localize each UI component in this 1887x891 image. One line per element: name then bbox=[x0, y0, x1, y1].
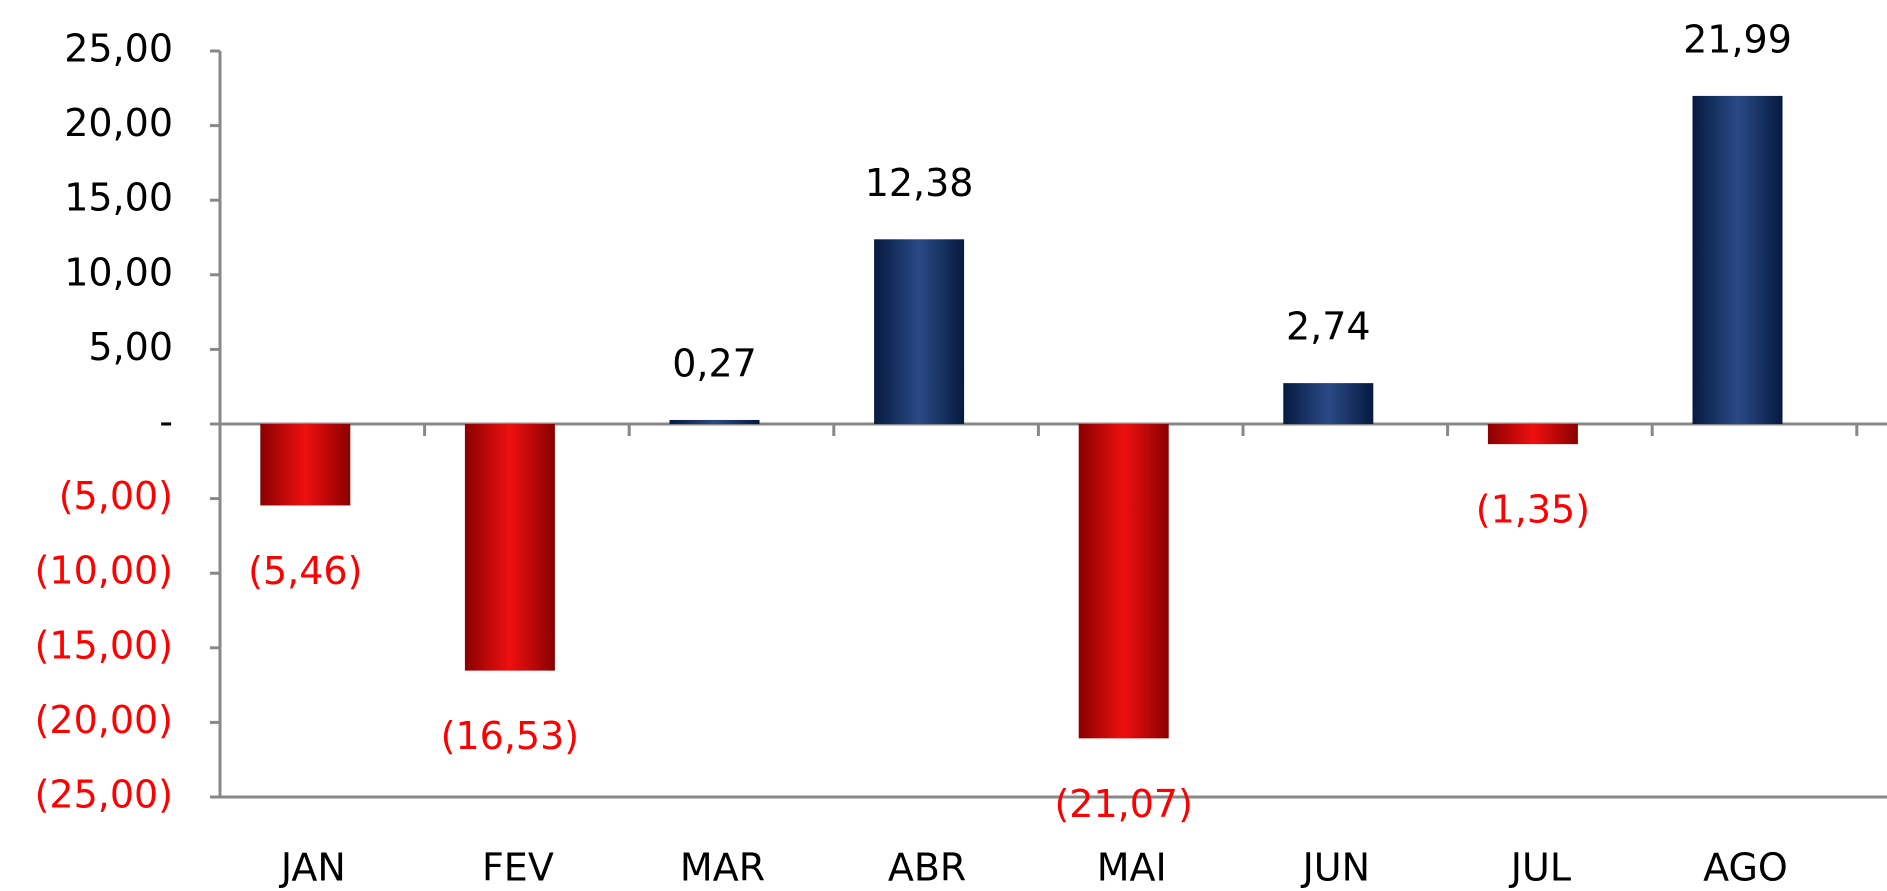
value-label: (1,35) bbox=[1476, 488, 1590, 532]
y-tick-label: 25,00 bbox=[64, 27, 173, 71]
bar bbox=[260, 424, 351, 506]
value-label: (5,46) bbox=[248, 549, 362, 593]
x-tick-label: ABR bbox=[888, 846, 966, 890]
y-tick-label: (15,00) bbox=[35, 623, 173, 667]
x-tick-label: AGO bbox=[1703, 846, 1788, 890]
value-label: (16,53) bbox=[441, 714, 579, 758]
y-tick-label: (10,00) bbox=[35, 549, 173, 593]
value-label: 2,74 bbox=[1286, 305, 1371, 349]
y-tick-label: (25,00) bbox=[35, 773, 173, 817]
y-tick-label: 5,00 bbox=[88, 325, 173, 369]
bar bbox=[669, 419, 760, 424]
value-label: 12,38 bbox=[865, 161, 974, 205]
x-tick-label: JUL bbox=[1509, 846, 1571, 890]
bar bbox=[1487, 424, 1578, 445]
x-tick-label: JAN bbox=[279, 846, 346, 890]
y-tick-label: (5,00) bbox=[59, 474, 173, 518]
x-tick-label: JUN bbox=[1301, 846, 1370, 890]
x-tick-label: MAI bbox=[1097, 846, 1167, 890]
y-tick-label: 20,00 bbox=[64, 101, 173, 145]
x-tick-label: FEV bbox=[482, 846, 554, 890]
bar bbox=[1692, 95, 1783, 424]
bar bbox=[1283, 383, 1374, 424]
y-tick-label: (20,00) bbox=[35, 698, 173, 742]
value-label: (21,07) bbox=[1054, 782, 1192, 826]
x-tick-label: MAR bbox=[680, 846, 765, 890]
y-tick-label: - bbox=[159, 400, 173, 444]
bar bbox=[1078, 424, 1169, 739]
y-tick-label: 15,00 bbox=[64, 176, 173, 220]
y-tick-label: 10,00 bbox=[64, 250, 173, 294]
bar bbox=[874, 239, 965, 424]
value-label: 0,27 bbox=[672, 341, 757, 385]
value-label: 21,99 bbox=[1683, 17, 1792, 61]
bar bbox=[464, 424, 555, 671]
